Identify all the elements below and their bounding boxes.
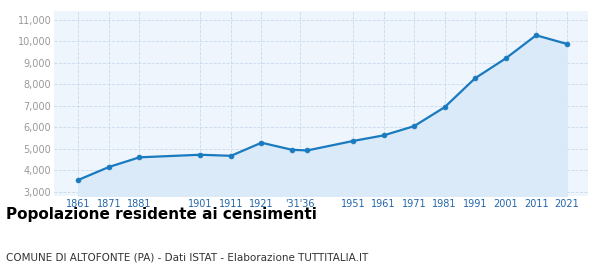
Text: COMUNE DI ALTOFONTE (PA) - Dati ISTAT - Elaborazione TUTTITALIA.IT: COMUNE DI ALTOFONTE (PA) - Dati ISTAT - … xyxy=(6,252,368,262)
Text: Popolazione residente ai censimenti: Popolazione residente ai censimenti xyxy=(6,207,317,222)
